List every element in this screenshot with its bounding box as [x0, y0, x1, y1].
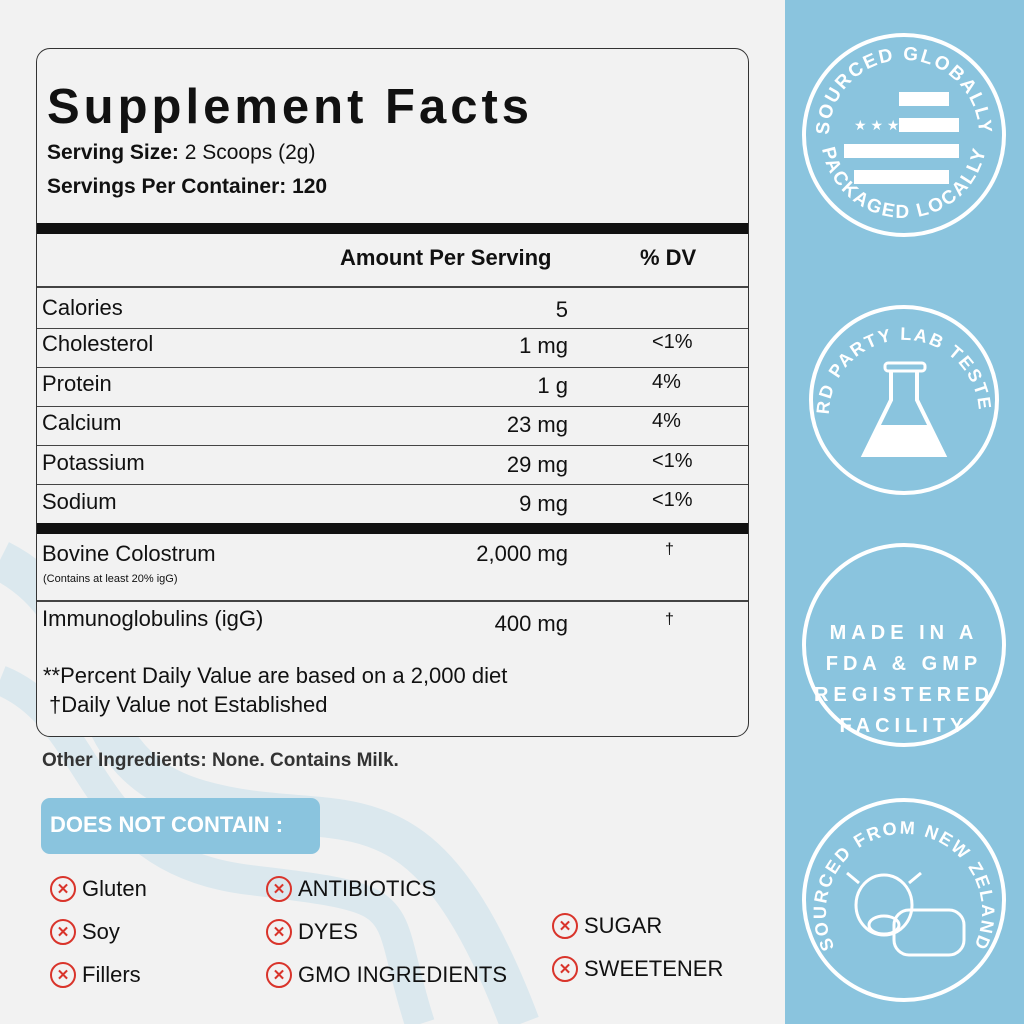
fda-text: MADE IN A FDA & GMP REGISTERED FACILITY: [813, 622, 995, 737]
nutrient-name: Protein: [42, 371, 112, 396]
x-circle-icon: ✕: [266, 919, 292, 945]
nutrient-amount: 29 mg: [506, 452, 568, 477]
excluded-item: ✕ ANTIBIOTICS: [266, 876, 436, 902]
lab-tested-badge: 3RD PARTY LAB TESTED: [799, 295, 999, 495]
divider: [37, 523, 748, 534]
amount-header: Amount Per Serving: [340, 245, 552, 270]
excluded-item: ✕ Fillers: [50, 962, 141, 988]
excluded-item: ✕ SUGAR: [552, 913, 662, 939]
divider: [37, 406, 748, 407]
nutrient-name: Calories: [42, 295, 123, 320]
footnote: **Percent Daily Value are based on a 2,0…: [43, 663, 508, 688]
nutrient-dv: 4%: [652, 371, 681, 393]
divider: [37, 223, 748, 234]
divider: [37, 328, 748, 329]
excluded-item: ✕ Gluten: [50, 876, 147, 902]
x-circle-icon: ✕: [50, 919, 76, 945]
nutrient-dv: 4%: [652, 410, 681, 432]
x-circle-icon: ✕: [50, 962, 76, 988]
divider: [37, 484, 748, 485]
nutrient-name: Potassium: [42, 450, 145, 475]
other-ingredients: Other Ingredients: None. Contains Milk.: [42, 750, 399, 771]
svg-text:3RD PARTY LAB TESTED: 3RD PARTY LAB TESTED: [799, 295, 995, 415]
excluded-item: ✕ SWEETENER: [552, 956, 723, 982]
fda-gmp-badge: [802, 543, 1006, 747]
nutrient-amount: 1 g: [537, 373, 568, 398]
x-circle-icon: ✕: [266, 876, 292, 902]
flask-icon: [860, 361, 948, 457]
supplement-facts-panel: Supplement Facts Serving Size: 2 Scoops …: [36, 48, 749, 737]
dv-header: % DV: [640, 245, 697, 270]
colostrum-note: (Contains at least 20% igG): [43, 573, 178, 585]
x-circle-icon: ✕: [50, 876, 76, 902]
does-not-contain-label: DOES NOT CONTAIN :: [41, 798, 320, 854]
nutrient-dv: <1%: [652, 489, 693, 511]
excluded-item: ✕ Soy: [50, 919, 120, 945]
servings-per-container: Servings Per Container: 120: [47, 175, 328, 198]
nutrient-name: Sodium: [42, 489, 117, 514]
x-circle-icon: ✕: [552, 913, 578, 939]
nutrient-dv: <1%: [652, 331, 693, 353]
nutrient-amount: 9 mg: [519, 491, 568, 516]
divider: [37, 600, 748, 602]
nutrient-amount: 1 mg: [519, 333, 568, 358]
serving-size: Serving Size: 2 Scoops (2g): [47, 141, 316, 164]
svg-text:★ ★ ★: ★ ★ ★: [854, 117, 899, 133]
nutrient-name: Calcium: [42, 410, 122, 435]
x-circle-icon: ✕: [552, 956, 578, 982]
divider: [37, 445, 748, 446]
nutrient-amount: 23 mg: [506, 412, 568, 437]
badge-sidebar: SOURCED GLOBALLY PACKAGED LOCALLY ★ ★ ★ …: [785, 0, 1024, 1024]
divider: [37, 367, 748, 368]
sourced-globally-badge: SOURCED GLOBALLY PACKAGED LOCALLY ★ ★ ★: [802, 33, 1006, 237]
footnote: †Daily Value not Established: [49, 692, 328, 717]
cow-icon: [846, 871, 966, 957]
nutrient-amount: 5: [555, 297, 568, 322]
facts-title: Supplement Facts: [47, 80, 534, 134]
nutrient-dv: <1%: [652, 450, 693, 472]
divider: [37, 286, 748, 288]
excluded-item: ✕ GMO INGREDIENTS: [266, 962, 507, 988]
x-circle-icon: ✕: [266, 962, 292, 988]
nutrient-name: Cholesterol: [42, 331, 154, 356]
excluded-item: ✕ DYES: [266, 919, 358, 945]
new-zealand-badge: SOURCED FROM NEW ZELAND: [802, 798, 1006, 1002]
flag-icon: ★ ★ ★: [844, 92, 959, 184]
